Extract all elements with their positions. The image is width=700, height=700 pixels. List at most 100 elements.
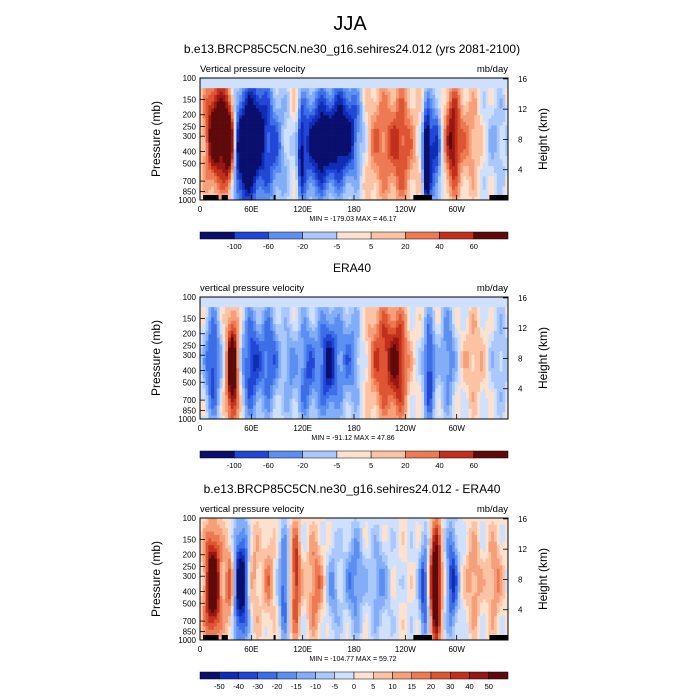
terrain-block bbox=[273, 195, 276, 200]
heatmap-cell bbox=[443, 155, 447, 160]
heatmap-cell bbox=[211, 324, 215, 328]
colorbar-label: -60 bbox=[263, 242, 274, 251]
heatmap-cell bbox=[340, 307, 344, 311]
heatmap-cell bbox=[354, 98, 358, 103]
heatmap-cell bbox=[424, 88, 428, 92]
heatmap-cell bbox=[256, 313, 260, 318]
heatmap-cell bbox=[443, 128, 447, 133]
heatmap-cell bbox=[312, 142, 316, 147]
heatmap-cell bbox=[331, 142, 335, 147]
heatmap-cell bbox=[446, 186, 450, 191]
heatmap-cell bbox=[211, 105, 215, 109]
heatmap-cell bbox=[505, 303, 509, 308]
heatmap-cell bbox=[320, 142, 324, 147]
heatmap-cell bbox=[387, 186, 391, 191]
heatmap-cell bbox=[264, 145, 268, 150]
heatmap-cell bbox=[222, 142, 226, 147]
heatmap-cell bbox=[202, 307, 206, 311]
heatmap-cell bbox=[328, 81, 332, 86]
heatmap-cell bbox=[449, 159, 453, 164]
heatmap-cell bbox=[264, 313, 268, 318]
heatmap-cell bbox=[362, 172, 366, 177]
heatmap-cell bbox=[345, 320, 349, 325]
heatmap-cell bbox=[228, 189, 232, 194]
heatmap-cell bbox=[267, 122, 271, 126]
heatmap-cell bbox=[228, 125, 232, 130]
heatmap-cell bbox=[443, 196, 447, 201]
heatmap-cell bbox=[387, 139, 391, 143]
heatmap-cell bbox=[398, 159, 402, 164]
heatmap-cell bbox=[454, 84, 458, 89]
heatmap-cell bbox=[488, 139, 492, 143]
heatmap-cell bbox=[275, 159, 279, 164]
heatmap-cell bbox=[460, 166, 464, 170]
heatmap-cell bbox=[494, 303, 498, 308]
heatmap-cell bbox=[236, 307, 240, 311]
heatmap-cell bbox=[404, 128, 408, 133]
heatmap-cell bbox=[328, 142, 332, 147]
heatmap-cell bbox=[463, 115, 467, 120]
heatmap-cell bbox=[359, 159, 363, 164]
heatmap-cell bbox=[208, 78, 212, 82]
heatmap-cell bbox=[365, 94, 369, 99]
heatmap-cell bbox=[309, 145, 313, 150]
heatmap-cell bbox=[471, 307, 475, 311]
heatmap-cell bbox=[342, 179, 346, 184]
heatmap-cell bbox=[239, 115, 243, 120]
heatmap-cell bbox=[342, 84, 346, 89]
heatmap-cell bbox=[337, 189, 341, 194]
heatmap-cell bbox=[435, 300, 439, 305]
heatmap-cell bbox=[356, 183, 360, 187]
heatmap-cell bbox=[384, 300, 388, 305]
heatmap-cell bbox=[284, 125, 288, 130]
heatmap-cell bbox=[309, 179, 313, 184]
heatmap-cell bbox=[488, 166, 492, 170]
heatmap-cell bbox=[256, 128, 260, 133]
heatmap-cell bbox=[410, 125, 414, 130]
heatmap-cell bbox=[477, 78, 481, 82]
heatmap-cell bbox=[239, 132, 243, 136]
heatmap-cell bbox=[242, 105, 246, 109]
heatmap-cell bbox=[258, 162, 262, 167]
heatmap-cell bbox=[482, 118, 486, 123]
heatmap-cell bbox=[228, 159, 232, 164]
heatmap-cell bbox=[337, 118, 341, 123]
heatmap-cell bbox=[323, 101, 327, 106]
heatmap-cell bbox=[460, 310, 464, 315]
heatmap-cell bbox=[306, 176, 310, 181]
heatmap-cell bbox=[426, 81, 430, 86]
heatmap-cell bbox=[242, 166, 246, 170]
heatmap-cell bbox=[426, 310, 430, 315]
y-tick-label: 200 bbox=[183, 111, 197, 120]
heatmap-cell bbox=[317, 132, 321, 136]
heatmap-cell bbox=[208, 111, 212, 116]
heatmap-cell bbox=[225, 307, 229, 311]
heatmap-cell bbox=[424, 176, 428, 181]
heatmap-cell bbox=[309, 128, 313, 133]
heatmap-cell bbox=[460, 320, 464, 325]
heatmap-cell bbox=[449, 317, 453, 322]
heatmap-cell bbox=[429, 91, 433, 96]
heatmap-cell bbox=[300, 108, 304, 113]
heatmap-cell bbox=[239, 105, 243, 109]
heatmap-cell bbox=[463, 155, 467, 160]
heatmap-cell bbox=[435, 108, 439, 113]
heatmap-cell bbox=[457, 78, 461, 82]
heatmap-cell bbox=[440, 115, 444, 120]
heatmap-cell bbox=[356, 169, 360, 174]
heatmap-cell bbox=[200, 176, 204, 181]
heatmap-cell bbox=[281, 196, 285, 201]
heatmap-cell bbox=[454, 313, 458, 318]
heatmap-cell bbox=[225, 155, 229, 160]
heatmap-cell bbox=[412, 186, 416, 191]
heatmap-cell bbox=[359, 193, 363, 197]
heatmap-cell bbox=[398, 193, 402, 197]
heatmap-cell bbox=[225, 91, 229, 96]
heatmap-cell bbox=[272, 105, 276, 109]
heatmap-cell bbox=[415, 169, 419, 174]
y-tick-label: 1000 bbox=[178, 196, 196, 205]
heatmap-cell bbox=[368, 162, 372, 167]
heatmap-cell bbox=[275, 303, 279, 308]
heatmap-cell bbox=[485, 313, 489, 318]
heatmap-cell bbox=[328, 324, 332, 328]
